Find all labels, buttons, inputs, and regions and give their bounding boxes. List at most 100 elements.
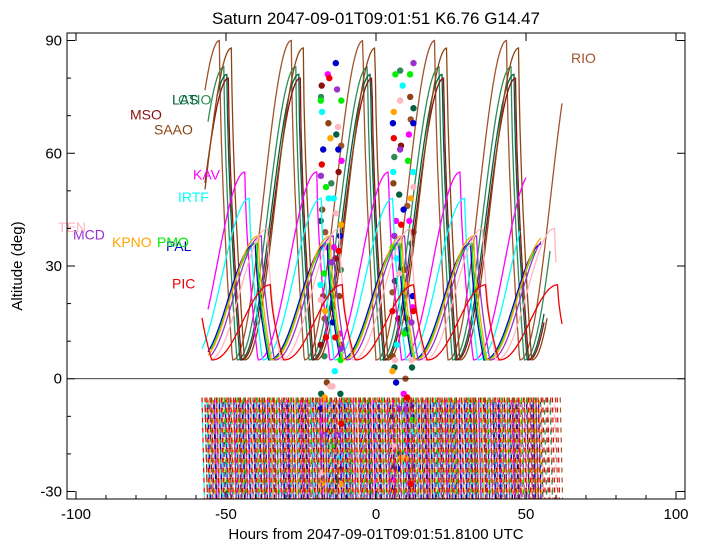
event-point-las	[333, 131, 340, 138]
event-point-pic	[338, 420, 345, 427]
event-point-pal	[410, 120, 417, 127]
y-tick-label: 30	[45, 258, 62, 275]
event-point-kpno	[337, 221, 345, 228]
legend-label-kav: KAV	[193, 167, 221, 183]
event-point-pmo	[322, 183, 330, 191]
event-point-kpno	[321, 307, 329, 315]
event-point-ten	[318, 469, 325, 476]
event-point-las	[408, 364, 416, 371]
event-point-mcd	[391, 232, 398, 240]
event-point-irtf	[318, 108, 326, 116]
event-point-mso	[317, 341, 324, 349]
event-point-irtf	[331, 368, 338, 375]
event-point-pmo	[337, 356, 344, 364]
event-point-mcd	[317, 172, 325, 179]
event-point-pic	[335, 247, 342, 255]
event-point-mcd	[408, 319, 415, 326]
event-point-irtf	[393, 255, 401, 262]
event-point-pal	[320, 146, 327, 153]
event-point-pmo	[320, 270, 328, 277]
chart-marks	[201, 39, 564, 499]
legend-label-mso: MSO	[130, 106, 162, 122]
legend-label-ctio: CTIO	[178, 91, 212, 107]
event-point-ctio	[328, 180, 335, 187]
event-point-irtf	[330, 195, 338, 202]
event-point-mcd	[337, 345, 344, 352]
event-point-mcd	[328, 259, 335, 266]
event-point-ten	[396, 97, 404, 104]
event-point-pic	[389, 307, 396, 315]
legend-label-ten: TEN	[58, 219, 86, 235]
legend-label-irtf: IRTF	[178, 189, 209, 205]
event-point-irtf	[390, 168, 397, 176]
event-point-pal	[389, 120, 397, 127]
event-point-kpno	[407, 195, 414, 202]
event-point-irtf	[393, 341, 401, 349]
series-line-mso	[204, 77, 545, 361]
event-point-pic	[332, 334, 339, 341]
event-point-irtf	[409, 168, 417, 176]
event-point-pic	[407, 480, 414, 488]
y-tick-label: 60	[45, 145, 62, 162]
x-axis-title: Hours from 2047-09-01T09:01:51.8100 UTC	[228, 526, 523, 543]
event-point-kpno	[397, 454, 405, 461]
event-point-pmo	[338, 97, 345, 104]
event-point-ten	[334, 123, 342, 131]
event-point-ten	[391, 356, 399, 364]
event-point-saao	[390, 180, 397, 187]
event-point-mcd	[396, 146, 404, 153]
event-point-ten	[317, 296, 324, 303]
legend-label-las: LAS	[172, 91, 198, 107]
y-tick-label: 0	[54, 371, 62, 388]
event-point-mso	[335, 168, 342, 176]
event-point-pmo	[401, 330, 408, 337]
event-point-irtf	[317, 281, 324, 288]
event-point-ten	[410, 183, 417, 191]
y-tick-label: -30	[40, 483, 62, 500]
event-point-irtf	[399, 82, 406, 89]
event-point-pal	[332, 59, 339, 67]
event-point-las	[410, 105, 417, 112]
event-point-ctio	[397, 67, 404, 74]
event-point-ctio	[391, 153, 398, 161]
x-tick-label: -50	[215, 506, 237, 523]
event-point-pic	[410, 307, 417, 315]
chart-title: Saturn 2047-09-01T09:01:51 K6.76 G14.47	[212, 9, 540, 28]
event-point-kav	[338, 157, 345, 164]
series-line-kpno	[207, 235, 542, 361]
x-tick-label: -100	[61, 506, 91, 523]
event-point-ten	[395, 270, 403, 277]
event-point-las	[337, 390, 344, 397]
event-point-pal	[335, 146, 342, 153]
event-point-pmo	[317, 97, 324, 104]
y-tick-label: 90	[45, 33, 62, 50]
axes: -100 -50 0 50 100 -30 0 30 60 90	[40, 33, 688, 523]
legend-label-pmo: PMO	[157, 234, 189, 250]
x-tick-label: 100	[663, 506, 688, 523]
legend-label-pal: PAL	[166, 238, 192, 254]
series-line-ctio	[207, 65, 551, 361]
legend-label-saao: SAAO	[154, 121, 193, 137]
event-point-mcd	[410, 59, 417, 67]
event-point-ten	[408, 356, 415, 364]
event-point-pmo	[404, 157, 412, 164]
legend-label-rio: RIO	[571, 50, 596, 66]
event-point-kav	[405, 131, 413, 138]
event-point-pic	[390, 135, 397, 142]
legend-label-kpno: KPNO	[112, 234, 152, 250]
event-point-rio	[322, 229, 329, 236]
event-point-kpno	[389, 368, 396, 375]
event-point-kav	[406, 217, 413, 225]
event-point-ten	[333, 210, 340, 217]
event-point-pic	[326, 74, 333, 82]
event-point-saao	[325, 120, 332, 127]
event-point-pic	[322, 334, 330, 341]
event-point-kav	[392, 217, 400, 225]
event-point-pic	[398, 221, 405, 228]
y-axis-title: Altitude (deg)	[9, 221, 26, 310]
event-point-saao	[407, 93, 414, 101]
series-line-las	[216, 73, 545, 361]
event-point-kpno	[390, 108, 397, 116]
